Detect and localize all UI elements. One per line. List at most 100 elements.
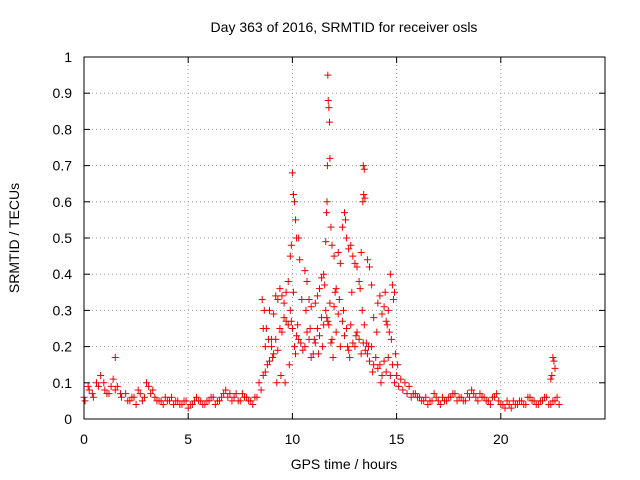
data-point [461, 397, 469, 405]
data-point [132, 401, 140, 409]
data-point [536, 397, 544, 405]
data-point [326, 299, 334, 307]
data-point [416, 393, 424, 401]
data-point [324, 71, 332, 79]
data-point [349, 252, 357, 260]
data-point [103, 390, 111, 398]
data-point [449, 390, 457, 398]
data-point [330, 303, 338, 311]
data-point [294, 321, 302, 329]
data-point [318, 274, 326, 282]
data-point [85, 386, 93, 394]
data-point [391, 379, 399, 387]
data-point [397, 375, 405, 383]
data-point [195, 397, 203, 405]
data-point [311, 299, 319, 307]
data-point [324, 317, 332, 325]
data-point [193, 393, 201, 401]
data-point [405, 382, 413, 390]
data-point [287, 317, 295, 325]
data-point [276, 325, 284, 332]
data-point [551, 364, 559, 372]
data-point [345, 245, 353, 253]
data-point [383, 321, 391, 329]
data-point [378, 372, 386, 380]
data-point [157, 397, 165, 405]
data-point [482, 397, 490, 405]
data-point [280, 314, 288, 322]
data-point [339, 306, 347, 314]
data-point [436, 401, 444, 409]
data-point [373, 328, 381, 336]
data-point [360, 191, 368, 199]
data-point [259, 325, 267, 332]
y-tick-label: 0.9 [53, 85, 73, 101]
data-point [453, 397, 461, 405]
data-point [344, 343, 352, 351]
data-point [384, 306, 392, 314]
data-point [149, 386, 157, 394]
data-point [323, 198, 331, 206]
data-point [218, 393, 226, 401]
data-point [138, 397, 146, 405]
data-point [474, 397, 482, 405]
data-point [328, 335, 336, 343]
data-point [329, 353, 337, 361]
data-point [355, 335, 363, 343]
data-point [324, 96, 332, 104]
data-point [285, 361, 293, 369]
data-point [457, 393, 465, 401]
data-point [89, 393, 97, 401]
data-point [553, 393, 561, 401]
data-point [226, 390, 234, 398]
y-tick-label: 0.4 [53, 266, 73, 282]
y-axis-label: SRMTID / TECUs [6, 183, 22, 293]
data-point [381, 288, 389, 296]
data-point [378, 310, 386, 318]
data-point [272, 292, 280, 300]
data-point [363, 256, 371, 264]
data-point [289, 288, 297, 296]
data-point [211, 401, 219, 409]
data-point [331, 288, 339, 296]
data-point [411, 390, 419, 398]
data-point [325, 118, 333, 126]
data-point [366, 263, 374, 271]
data-point [270, 350, 278, 358]
data-point [109, 375, 117, 383]
data-point [265, 306, 273, 314]
data-point [284, 277, 292, 285]
data-point [288, 325, 296, 332]
data-point [360, 321, 368, 329]
data-point [292, 216, 300, 224]
data-point [403, 390, 411, 398]
data-point [288, 169, 296, 177]
data-point [395, 382, 403, 390]
data-point [336, 343, 344, 351]
data-point [376, 361, 384, 369]
data-point [347, 241, 355, 249]
data-point [240, 393, 248, 401]
data-point [325, 321, 333, 329]
data-point [207, 393, 215, 401]
data-point [270, 310, 278, 318]
data-point [116, 390, 124, 398]
data-point [349, 339, 357, 347]
data-point [281, 379, 289, 387]
axis-ticks: 00.10.20.30.40.50.60.70.80.910 5 10 15 20 [53, 49, 605, 447]
data-point [391, 288, 399, 296]
data-point [320, 270, 328, 278]
data-point [491, 393, 499, 401]
data-point [357, 350, 365, 358]
data-point [393, 372, 401, 380]
data-point [268, 343, 276, 351]
x-tick-label: 0 [80, 431, 88, 447]
data-point [255, 379, 263, 387]
data-point [259, 372, 267, 380]
data-point [392, 350, 400, 358]
data-point [445, 393, 453, 401]
data-point [545, 401, 553, 409]
data-point [327, 339, 335, 347]
data-point [555, 401, 563, 409]
data-point [466, 393, 474, 401]
